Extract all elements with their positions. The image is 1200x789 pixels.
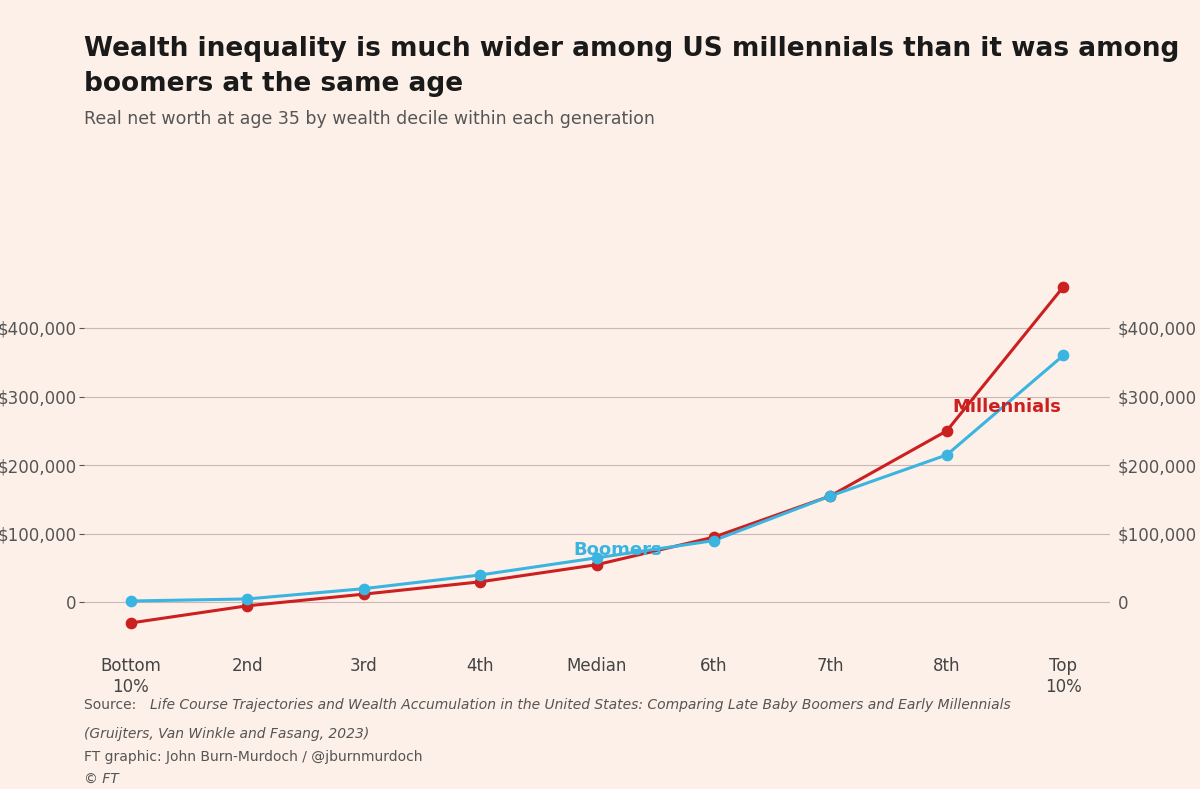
Point xyxy=(821,490,840,503)
Text: Millennials: Millennials xyxy=(953,398,1062,416)
Point xyxy=(937,424,956,437)
Text: Source:: Source: xyxy=(84,698,140,712)
Point xyxy=(588,559,607,571)
Point xyxy=(470,575,490,588)
Point xyxy=(937,449,956,462)
Point xyxy=(1054,280,1073,293)
Text: Life Course Trajectories and Wealth Accumulation in the United States: Comparing: Life Course Trajectories and Wealth Accu… xyxy=(150,698,1010,712)
Point xyxy=(354,588,373,600)
Point xyxy=(470,569,490,581)
Text: © FT: © FT xyxy=(84,772,119,786)
Text: boomers at the same age: boomers at the same age xyxy=(84,71,463,97)
Point xyxy=(821,490,840,503)
Point xyxy=(121,617,140,630)
Point xyxy=(704,531,724,544)
Point xyxy=(238,600,257,612)
Point xyxy=(121,595,140,608)
Text: Wealth inequality is much wider among US millennials than it was among: Wealth inequality is much wider among US… xyxy=(84,36,1180,62)
Point xyxy=(588,552,607,564)
Text: Boomers: Boomers xyxy=(574,540,662,559)
Text: FT graphic: John Burn-Murdoch / @jburnmurdoch: FT graphic: John Burn-Murdoch / @jburnmu… xyxy=(84,750,422,764)
Point xyxy=(704,534,724,547)
Point xyxy=(1054,349,1073,361)
Text: (Gruijters, Van Winkle and Fasang, 2023): (Gruijters, Van Winkle and Fasang, 2023) xyxy=(84,727,370,742)
Text: Real net worth at age 35 by wealth decile within each generation: Real net worth at age 35 by wealth decil… xyxy=(84,110,655,129)
Point xyxy=(238,593,257,605)
Point xyxy=(354,582,373,595)
